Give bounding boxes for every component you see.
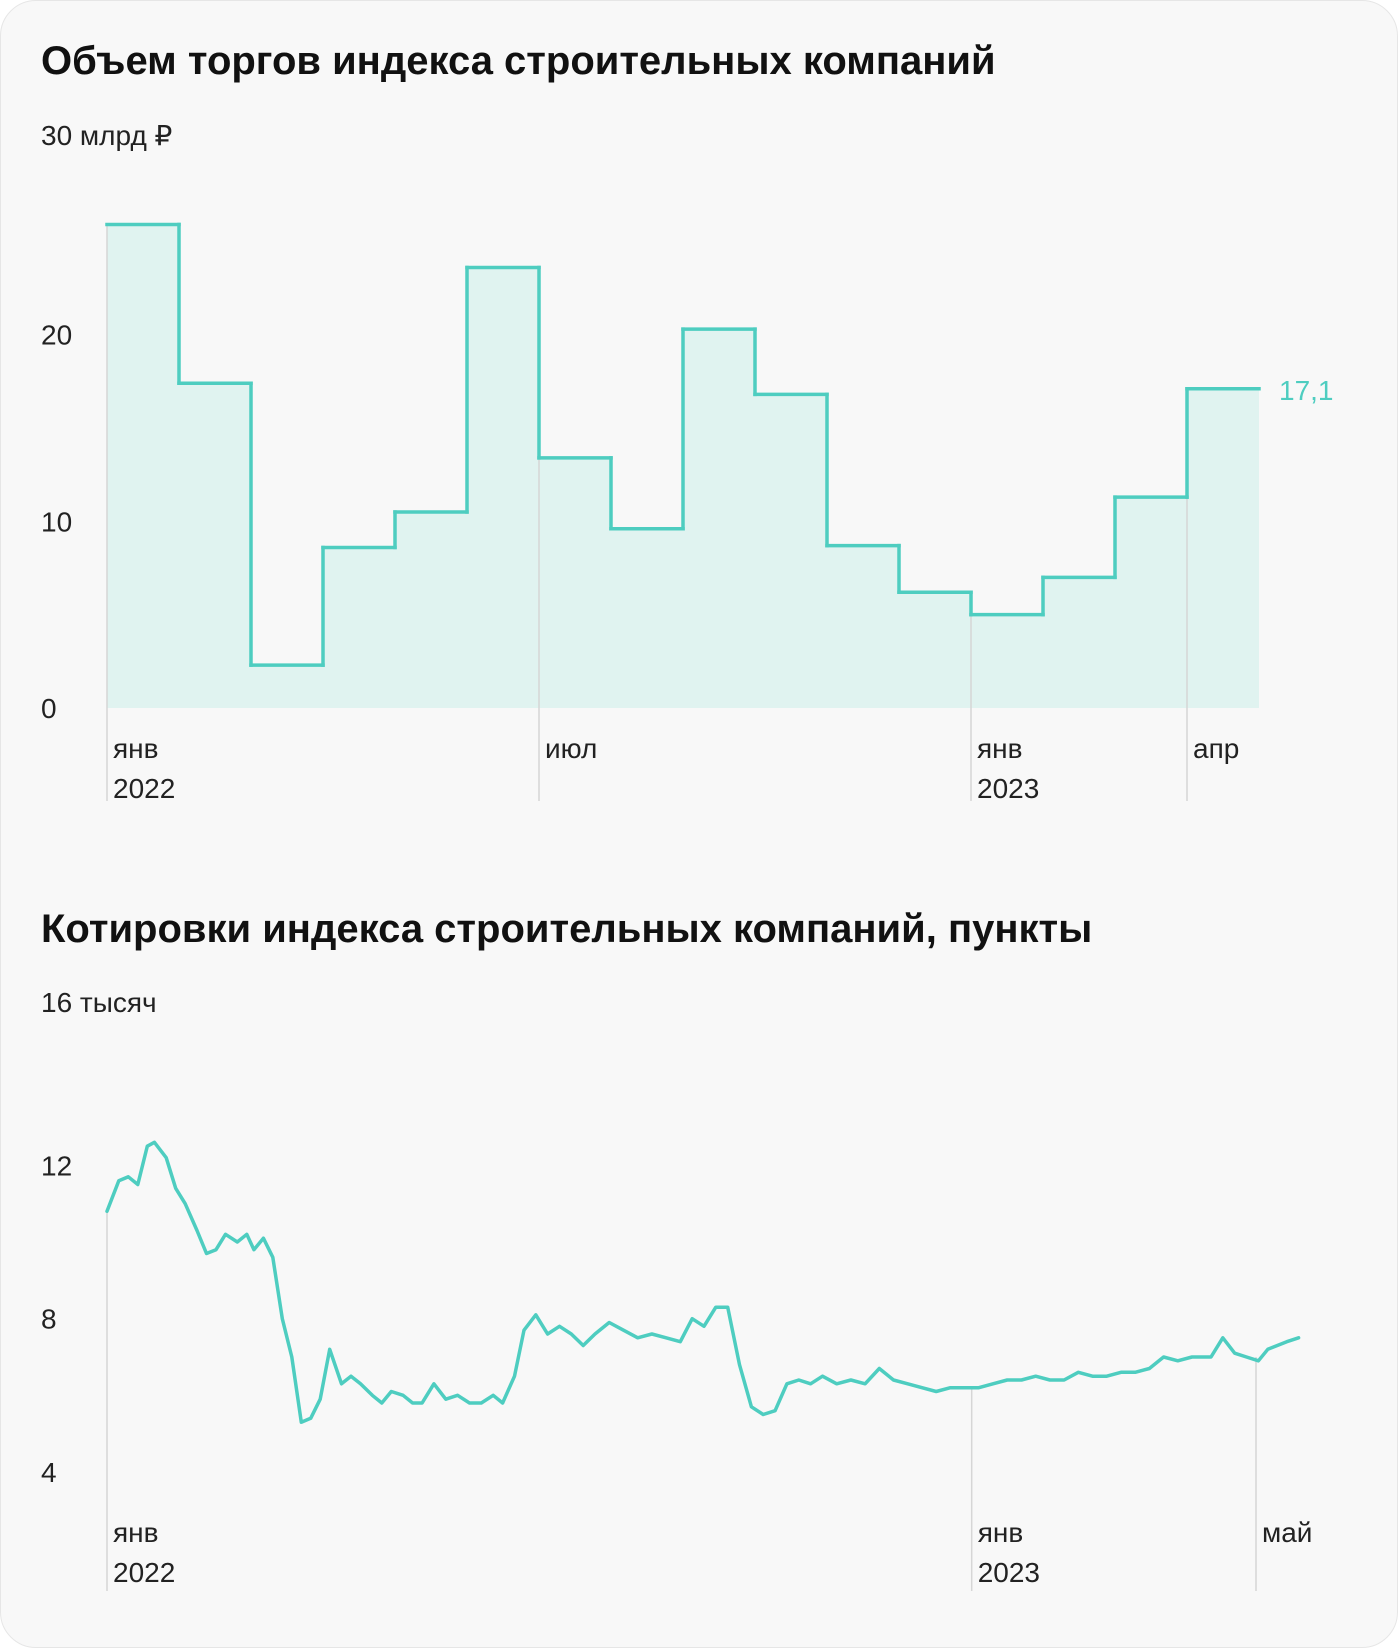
x-tick-year-label: 2023 xyxy=(977,773,1039,801)
y-tick-label: 0 xyxy=(41,693,57,724)
trading-volume-chart: 20 10 0 янв 2022 июл янв 2023 апр 17,1 xyxy=(41,222,1334,801)
y-tick-label: 10 xyxy=(41,506,72,537)
y-tick-label: 20 xyxy=(41,320,72,351)
index-quote-line xyxy=(105,1140,1301,1424)
x-tick-label: янв xyxy=(977,733,1023,764)
chart-1-title: Объем торгов индекса строительных компан… xyxy=(41,39,996,83)
x-tick-label: янв xyxy=(978,1517,1024,1548)
x-tick-label: апр xyxy=(1193,733,1239,764)
last-value-label: 17,1 xyxy=(1279,375,1334,406)
x-tick-year-label: 2022 xyxy=(113,773,175,801)
y-tick-label: 4 xyxy=(41,1457,57,1488)
x-tick-label: янв xyxy=(113,733,159,764)
x-tick-label: июл xyxy=(545,733,597,764)
y-tick-label: 8 xyxy=(41,1304,57,1335)
x-tick-label: май xyxy=(1262,1517,1312,1548)
chart-2-title: Котировки индекса строительных компаний,… xyxy=(41,907,1093,951)
x-tick-year-label: 2023 xyxy=(978,1557,1040,1588)
x-tick-year-label: 2022 xyxy=(113,1557,175,1588)
x-tick-label: янв xyxy=(113,1517,159,1548)
y-tick-label: 12 xyxy=(41,1150,72,1181)
chart-2-unit-label: 16 тысяч xyxy=(41,987,157,1018)
chart-1-unit-label: 30 млрд ₽ xyxy=(41,120,173,151)
